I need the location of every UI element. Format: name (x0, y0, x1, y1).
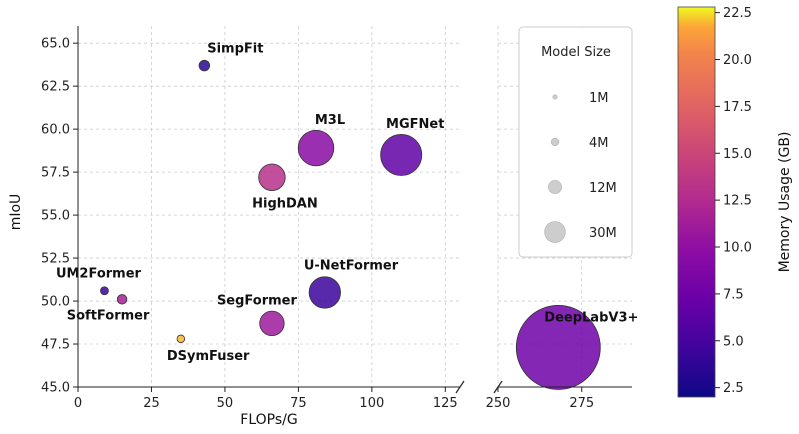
bubble-labels: SimpFit M3L MGFNet HighDAN UM2Former SoftForm… (56, 42, 638, 364)
legend-size-marker (548, 180, 562, 194)
colorbar: 2.5 5.0 7.5 10.0 12.5 15.0 17.5 20.0 22.5 Memory… (677, 6, 793, 398)
colorbar-tick-label: 17.5 (723, 100, 752, 115)
y-tick-label: 57.5 (41, 166, 70, 181)
legend-size-marker (550, 137, 560, 147)
bubble-softformer (116, 294, 128, 305)
colorbar-label: Memory Usage (GB) (777, 132, 793, 273)
size-legend: Model Size 1M 4M 12M 30M (518, 26, 633, 258)
bubble-label-u-netformer: U-NetFormer (304, 258, 399, 273)
y-tick-label: 52.5 (41, 252, 70, 267)
colorbar-tick-label: 10.0 (723, 241, 752, 256)
x-tick-label: 75 (290, 396, 307, 411)
legend-size-label: 1M (589, 91, 609, 106)
y-axis-label: mIoU (8, 194, 24, 231)
colorbar-tick-label: 22.5 (723, 6, 752, 21)
y-tick-label: 55.0 (41, 209, 70, 224)
bubble-label-dsymfuser: DSymFuser (167, 349, 250, 364)
bubble-label-um2former: UM2Former (56, 267, 142, 282)
y-tick-label: 50.0 (41, 295, 70, 310)
colorbar-tick-label: 12.5 (723, 194, 752, 209)
legend-size-label: 4M (589, 136, 609, 151)
x-tick-label: 25 (143, 396, 160, 411)
bubble-highdan (258, 163, 286, 191)
bubble-dsymfuser (176, 334, 186, 344)
colorbar-tick-label: 20.0 (723, 53, 752, 68)
x-tick-label: 250 (486, 396, 511, 411)
legend-size-label: 30M (589, 226, 617, 241)
x-axis-label: FLOPs/G (240, 412, 297, 428)
y-tick-label: 65.0 (41, 37, 70, 52)
bubbles (100, 59, 601, 390)
bubble-u-netformer (308, 276, 341, 309)
x-tick-label: 0 (74, 396, 82, 411)
y-tick-label: 47.5 (41, 338, 70, 353)
legend-size-label: 12M (589, 181, 617, 196)
bubble-m3l (297, 129, 335, 167)
axes: 45.0 47.5 50.0 52.5 55.0 57.5 60.0 62.5 65.0 0 25 5… (41, 26, 632, 411)
bubble-um2former (100, 286, 109, 296)
bubble-label-highdan: HighDAN (252, 196, 318, 211)
bubble-label-segformer: SegFormer (217, 293, 298, 308)
colorbar-tick-label: 7.5 (723, 287, 744, 302)
x-tick-label: 125 (433, 396, 458, 411)
axis-break-mark (493, 380, 503, 394)
y-tick-label: 45.0 (41, 381, 70, 396)
bubble-label-m3l: M3L (315, 113, 345, 128)
bubble-mgfnet (380, 133, 423, 176)
x-tick-label: 275 (569, 396, 594, 411)
colorbar-tick-label: 2.5 (723, 381, 744, 396)
bubble-label-mgfnet: MGFNet (386, 117, 444, 132)
bubble-label-deeplabv3-: DeepLabV3+ (544, 310, 638, 325)
y-tick-label: 62.5 (41, 80, 70, 95)
x-tick-label: 100 (359, 396, 384, 411)
bubble-simpfit (198, 59, 211, 72)
bubble-label-softformer: SoftFormer (67, 308, 150, 323)
x-tick-label: 50 (217, 396, 234, 411)
colorbar-tick-label: 15.0 (723, 147, 752, 162)
bubble-deeplabv3- (515, 305, 601, 390)
bubble-label-simpfit: SimpFit (207, 42, 263, 57)
colorbar-gradient (677, 6, 716, 398)
legend-size-marker (544, 221, 566, 243)
legend-size-marker (552, 94, 558, 100)
colorbar-tick-label: 5.0 (723, 334, 744, 349)
legend-frame (518, 26, 633, 258)
bubble-segformer (259, 310, 285, 337)
legend-title: Model Size (541, 45, 611, 60)
axis-break-mark (455, 380, 465, 394)
y-tick-label: 60.0 (41, 123, 70, 138)
